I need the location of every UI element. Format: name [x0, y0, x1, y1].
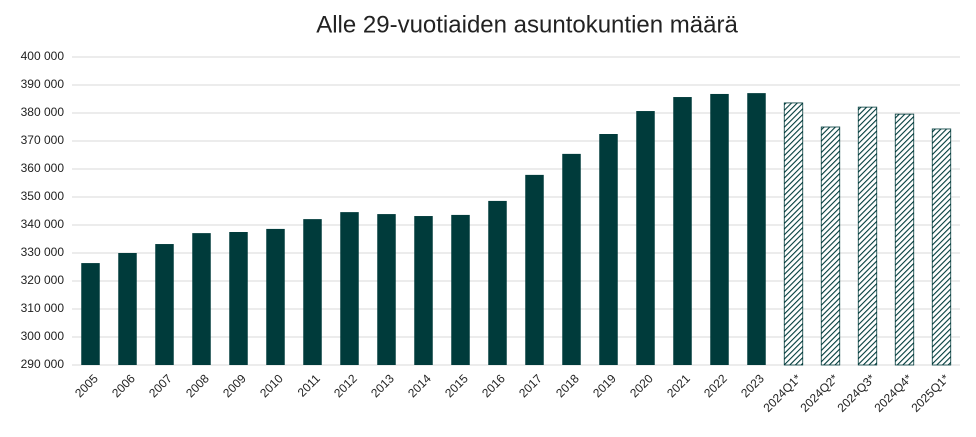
x-tick-label: 2012 [331, 371, 360, 400]
x-tick-label: 2021 [664, 371, 693, 400]
bar [857, 106, 878, 366]
x-tick-label: 2016 [479, 371, 508, 400]
x-tick-label: 2024Q2* [797, 371, 841, 415]
y-tick-label: 300 000 [21, 329, 65, 343]
bar [266, 228, 285, 365]
bar [488, 200, 507, 365]
x-tick-label: 2005 [72, 371, 101, 400]
y-tick-label: 350 000 [21, 189, 65, 203]
y-tick-label: 340 000 [21, 217, 65, 231]
x-tick-label: 2024Q1* [760, 371, 804, 415]
bar [340, 212, 359, 365]
y-tick-label: 380 000 [21, 105, 65, 119]
x-tick-label: 2007 [146, 371, 175, 400]
x-tick-label: 2022 [701, 371, 730, 400]
x-tick-label: 2011 [295, 371, 323, 399]
bar [636, 111, 655, 365]
x-tick-label: 2020 [627, 371, 656, 400]
x-tick-label: 2010 [257, 371, 286, 400]
x-tick-label: 2018 [553, 371, 582, 400]
y-tick-label: 370 000 [21, 133, 65, 147]
bar [931, 128, 952, 366]
y-tick-label: 360 000 [21, 161, 65, 175]
y-tick-label: 290 000 [21, 357, 65, 371]
x-tick-label: 2024Q3* [834, 371, 878, 415]
y-tick-label: 320 000 [21, 273, 65, 287]
x-tick-label: 2023 [738, 371, 767, 400]
x-tick-label: 2013 [368, 371, 397, 400]
x-tick-label: 2014 [405, 371, 434, 400]
bar [451, 214, 470, 365]
bar [562, 153, 581, 365]
bar [118, 253, 137, 365]
y-tick-label: 330 000 [21, 245, 65, 259]
bar [820, 126, 841, 366]
bar [377, 214, 396, 365]
x-tick-label: 2008 [183, 371, 212, 400]
bar [414, 216, 433, 365]
x-tick-label: 2017 [516, 371, 545, 400]
bar [673, 97, 692, 365]
bar [155, 244, 174, 365]
x-tick-label: 2009 [220, 371, 249, 400]
bar [894, 113, 915, 366]
bar [229, 232, 248, 365]
bar [747, 93, 766, 366]
x-tick-label: 2024Q4* [871, 371, 915, 415]
bar [525, 174, 544, 365]
bar [710, 93, 729, 366]
y-tick-label: 310 000 [21, 301, 65, 315]
x-tick-label: 2015 [442, 371, 471, 400]
bar [599, 134, 618, 365]
y-tick-label: 390 000 [21, 77, 65, 91]
chart-title: Alle 29-vuotiaiden asuntokuntien määrä [316, 11, 738, 38]
x-tick-label: 2006 [109, 371, 138, 400]
bar [783, 102, 804, 366]
x-tick-label: 2019 [590, 371, 619, 400]
bar [192, 233, 211, 365]
bar [81, 263, 100, 365]
x-tick-label: 2025Q1* [908, 371, 952, 415]
bar [303, 219, 322, 365]
y-tick-label: 400 000 [21, 49, 65, 63]
